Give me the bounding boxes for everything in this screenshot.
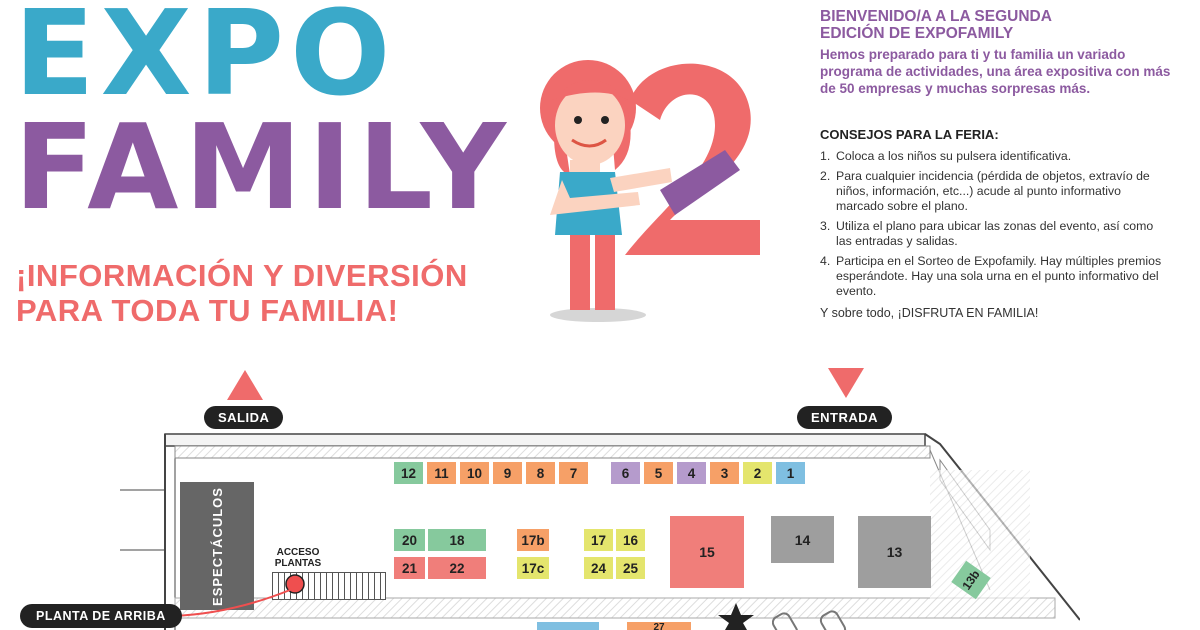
stand-21[interactable]: 21	[394, 557, 425, 579]
stand-18[interactable]: 18	[428, 529, 486, 551]
access-connector-line	[171, 589, 291, 617]
stand-17c[interactable]: 17c	[517, 557, 549, 579]
shows-area[interactable]: ESPECTÁCULOS	[180, 482, 254, 610]
stand-3[interactable]: 3	[710, 462, 739, 484]
list-item-text: Utiliza el plano para ubicar las zonas d…	[836, 219, 1154, 248]
cars-icon	[772, 610, 847, 630]
exit-arrow-icon	[227, 370, 263, 400]
list-item-text: Para cualquier incidencia (pérdida de ob…	[836, 169, 1150, 213]
stand-20[interactable]: 20	[394, 529, 425, 551]
entry-label: ENTRADA	[797, 406, 893, 429]
stand-16[interactable]: 16	[616, 529, 645, 551]
list-item: 2. Para cualquier incidencia (pérdida de …	[820, 169, 1165, 214]
stand-1[interactable]: 1	[776, 462, 805, 484]
stand-11[interactable]: 11	[427, 462, 456, 484]
stand-25[interactable]: 25	[616, 557, 645, 579]
list-item-text: Participa en el Sorteo de Expofamily. Ha…	[836, 254, 1162, 298]
stand-bottom-blue[interactable]	[537, 622, 599, 630]
access-label-line-2: PLANTAS	[274, 558, 322, 569]
title-expo: EXPO	[14, 0, 397, 122]
stand-14[interactable]: 14	[771, 516, 834, 563]
stand-12[interactable]: 12	[394, 462, 423, 484]
exit-label: SALIDA	[204, 406, 284, 429]
stand-10[interactable]: 10	[460, 462, 489, 484]
stand-6[interactable]: 6	[611, 462, 640, 484]
entry-arrow-icon	[828, 368, 864, 398]
list-item-number: 3.	[820, 219, 831, 233]
access-point-icon[interactable]	[284, 573, 306, 595]
girl-illustration	[540, 60, 760, 322]
upper-floor-label: PLANTA DE ARRIBA	[20, 604, 182, 628]
stand-4[interactable]: 4	[677, 462, 706, 484]
access-label: ACCESO PLANTAS	[268, 547, 328, 569]
welcome-line-1: BIENVENIDO/A A LA SEGUNDA	[820, 8, 1052, 25]
stand-2[interactable]: 2	[743, 462, 772, 484]
welcome-line-2: EDICIÓN DE EXPOFAMILY	[820, 25, 1014, 42]
slogan-line-1: ¡INFORMACIÓN Y DIVERSIÓN	[16, 258, 468, 293]
stand-8[interactable]: 8	[526, 462, 555, 484]
list-item-text: Coloca a los niños su pulsera identifica…	[836, 149, 1072, 163]
slogan-line-2: PARA TODA TU FAMILIA!	[16, 293, 399, 328]
stand-24[interactable]: 24	[584, 557, 613, 579]
list-item-number: 2.	[820, 169, 831, 183]
welcome-body: Hemos preparado para ti y tu familia un …	[820, 47, 1171, 96]
stand-7[interactable]: 7	[559, 462, 588, 484]
list-item: 1. Coloca a los niños su pulsera identifi…	[820, 149, 1165, 164]
access-label-line-1: ACCESO	[276, 547, 320, 558]
list-item-number: 1.	[820, 149, 831, 163]
star-icon[interactable]	[716, 603, 756, 630]
stand-5[interactable]: 5	[644, 462, 673, 484]
title-family: FAMILY	[14, 98, 512, 236]
stand-22[interactable]: 22	[428, 557, 486, 579]
stand-9[interactable]: 9	[493, 462, 522, 484]
list-item: 3. Utiliza el plano para ubicar las zonas…	[820, 219, 1165, 249]
stand-15[interactable]: 15	[670, 516, 744, 588]
stand-13[interactable]: 13	[858, 516, 931, 588]
stand-17b[interactable]: 17b	[517, 529, 549, 551]
stand-27[interactable]: 27	[627, 622, 691, 630]
stand-17[interactable]: 17	[584, 529, 613, 551]
list-item-number: 4.	[820, 254, 831, 268]
tips-title: CONSEJOS PARA LA FERIA:	[820, 127, 999, 142]
tips-closing: Y sobre todo, ¡DISFRUTA EN FAMILIA!	[820, 306, 1039, 320]
list-item: 4. Participa en el Sorteo de Expofamily. …	[820, 254, 1165, 299]
tips-list: 1. Coloca a los niños su pulsera identifi…	[820, 149, 1165, 304]
welcome-heading: BIENVENIDO/A A LA SEGUNDA EDICIÓN DE EXP…	[820, 8, 1180, 42]
slogan: ¡INFORMACIÓN Y DIVERSIÓN PARA TODA TU FA…	[16, 258, 468, 328]
